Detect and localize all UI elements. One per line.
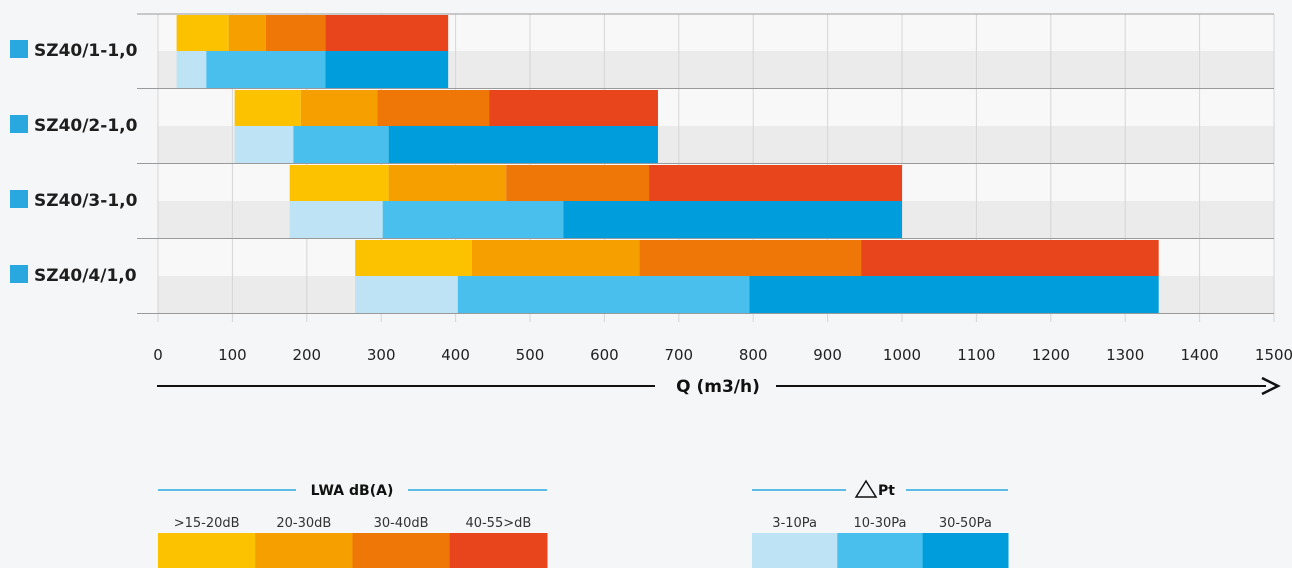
- legend-swatch: [158, 533, 256, 568]
- x-tick-label: 800: [739, 346, 768, 364]
- category-label: SZ40/2-1,0: [34, 116, 138, 136]
- bar-sound-segment: [471, 240, 640, 276]
- x-tick-label: 1400: [1181, 346, 1219, 364]
- x-tick-label: 0: [153, 346, 163, 364]
- bar-sound-segment: [861, 240, 1159, 276]
- bar-sound-segment: [265, 15, 326, 51]
- category-label: SZ40/3-1,0: [34, 191, 138, 211]
- x-tick-label: 300: [367, 346, 396, 364]
- row-labels: SZ40/1-1,0 SZ40/2-1,0 SZ40/3-1,0 SZ40/4/1,0: [10, 40, 138, 286]
- bar-pressure-segment: [388, 126, 658, 163]
- bar-pressure-segment: [563, 201, 902, 238]
- bar-pressure-segment: [382, 201, 564, 238]
- x-tick-label: 400: [441, 346, 470, 364]
- category-label: SZ40/1-1,0: [34, 41, 138, 61]
- bar-pressure-segment: [206, 51, 326, 88]
- category-marker: [10, 40, 28, 58]
- legend-swatch: [752, 533, 838, 568]
- x-tick-label: 900: [813, 346, 842, 364]
- bar-sound-segment: [325, 15, 449, 51]
- bar-sound-segment: [234, 90, 301, 126]
- x-tick-label: 1000: [883, 346, 921, 364]
- bar-sound-segment: [355, 240, 472, 276]
- bar-sound-segment: [377, 90, 490, 126]
- bar-sound-segment: [300, 90, 378, 126]
- bar-pressure-segment: [325, 51, 449, 88]
- x-axis-title: Q (m3/h): [676, 377, 760, 397]
- x-tick-label: 1500: [1255, 346, 1292, 364]
- legend-pressure: Pt 3-10Pa 10-30Pa 30-50Pa: [752, 479, 1009, 568]
- bar-sound-segment: [176, 15, 229, 51]
- legend-item-label: 40-55>dB: [465, 516, 531, 531]
- bar-pressure-segment: [234, 126, 294, 163]
- bar-sound-segment: [289, 165, 389, 201]
- x-tick-label: 1300: [1106, 346, 1144, 364]
- x-tick-label: 500: [516, 346, 545, 364]
- legend-item-label: 30-40dB: [374, 516, 429, 531]
- x-tick-label: 200: [292, 346, 321, 364]
- legend-item-label: >15-20dB: [174, 516, 240, 531]
- bar-pressure-segment: [457, 276, 750, 313]
- legend-pressure-title: Pt: [878, 483, 895, 499]
- bar-pressure-segment: [289, 201, 383, 238]
- legend-swatch: [922, 533, 1009, 568]
- legend-item-label: 3-10Pa: [772, 516, 817, 531]
- category-label: SZ40/4/1,0: [34, 266, 137, 286]
- bars: [176, 15, 1159, 313]
- x-axis: Q (m3/h) 0 100 200 300 400 500 600 700 800 900 100…: [153, 346, 1292, 397]
- bar-sound-segment: [388, 165, 507, 201]
- bar-pressure-segment: [293, 126, 389, 163]
- bar-pressure-segment: [749, 276, 1159, 313]
- x-axis-arrow-head-icon: [1261, 376, 1281, 396]
- bar-pressure-segment: [355, 276, 458, 313]
- legend-item-label: 20-30dB: [276, 516, 331, 531]
- bar-sound-segment: [649, 165, 902, 201]
- bar-sound-segment: [228, 15, 266, 51]
- x-tick-label: 1100: [957, 346, 995, 364]
- bar-sound-segment: [506, 165, 650, 201]
- category-marker: [10, 115, 28, 133]
- legend-swatch: [255, 533, 353, 568]
- legend-swatch: [449, 533, 548, 568]
- category-marker: [10, 265, 28, 283]
- x-tick-label: 100: [218, 346, 247, 364]
- legend-item-label: 30-50Pa: [939, 516, 992, 531]
- x-tick-label: 600: [590, 346, 619, 364]
- legend-sound-title: LWA dB(A): [311, 483, 394, 499]
- x-tick-label: 700: [664, 346, 693, 364]
- bar-pressure-segment: [176, 51, 207, 88]
- legend-swatch: [352, 533, 451, 568]
- bar-sound-segment: [639, 240, 862, 276]
- legend-sound: LWA dB(A) >15-20dB 20-30dB 30-40dB 40-55>dB: [158, 483, 548, 568]
- legend-swatch: [837, 533, 924, 568]
- legend-item-label: 10-30Pa: [854, 516, 907, 531]
- triangle-icon: [854, 479, 878, 498]
- bar-sound-segment: [489, 90, 658, 126]
- category-marker: [10, 190, 28, 208]
- x-tick-label: 1200: [1032, 346, 1070, 364]
